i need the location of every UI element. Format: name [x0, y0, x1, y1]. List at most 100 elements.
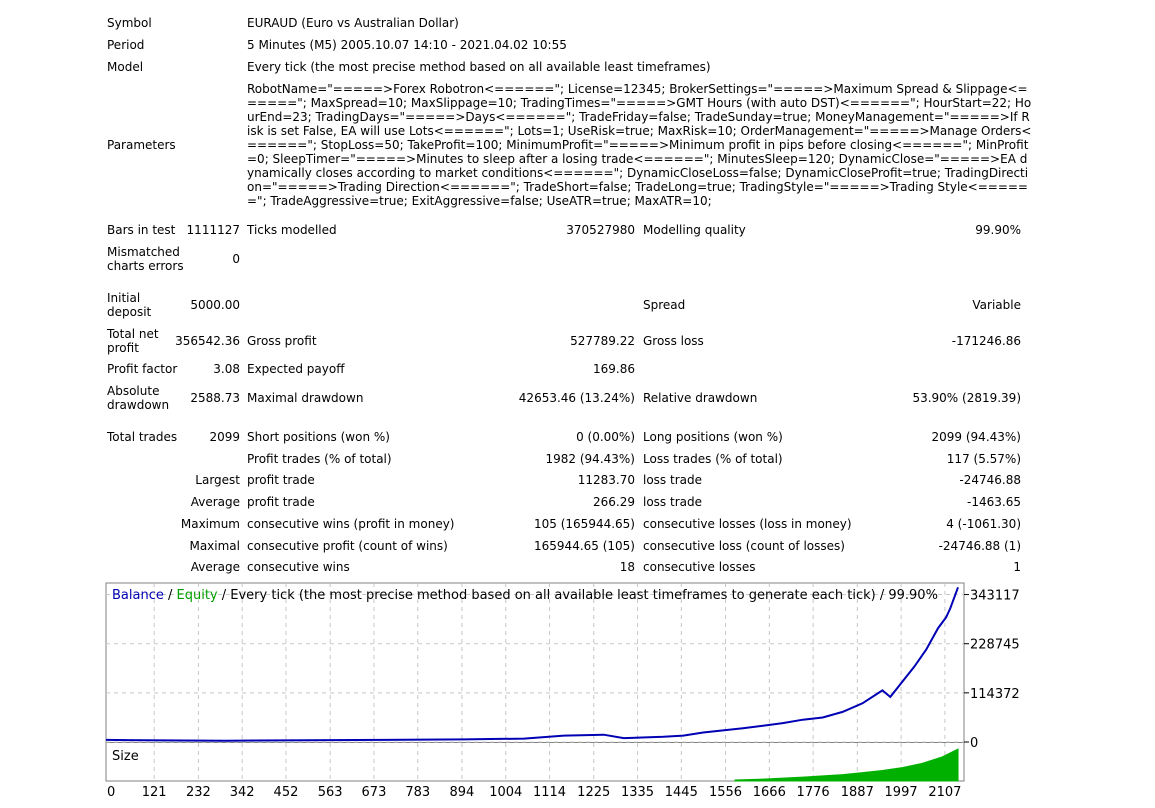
- max-consecutive-wins-label: consecutive wins (profit in money): [247, 517, 455, 531]
- size-series: [734, 748, 959, 782]
- chart-title-sep: /: [164, 588, 177, 603]
- maximal-drawdown-value: 42653.46 (13.24%): [518, 391, 635, 405]
- profit-trades-label: Profit trades (% of total): [247, 452, 392, 466]
- maximal-consecutive-profit-label: consecutive profit (count of wins): [247, 539, 448, 553]
- mismatch-label-2: charts errors: [107, 259, 184, 273]
- maximal-drawdown-label: Maximal drawdown: [247, 391, 364, 405]
- loss-trades-label: Loss trades (% of total): [643, 452, 783, 466]
- largest-label: Largest: [195, 473, 240, 487]
- average-consecutive-losses-label: consecutive losses: [643, 560, 756, 574]
- loss-trades-value: 117 (5.57%): [946, 452, 1021, 466]
- bars-value: 1111127: [186, 223, 240, 237]
- deposit-label-1: Initial: [107, 291, 141, 305]
- x-tick-label: 1004: [489, 785, 522, 800]
- profit-factor-label: Profit factor: [107, 362, 178, 376]
- x-tick-label: 452: [274, 785, 299, 800]
- total-trades-label: Total trades: [107, 430, 178, 444]
- spread-value: Variable: [972, 298, 1021, 312]
- gross-loss-value: -171246.86: [951, 334, 1021, 348]
- average-label: Average: [190, 495, 240, 509]
- model-value: Every tick (the most precise method base…: [247, 60, 711, 74]
- absolute-drawdown-value: 2588.73: [190, 391, 240, 405]
- x-tick-label: 1776: [797, 785, 830, 800]
- chart-title: Balance / Equity / Every tick (the most …: [112, 588, 938, 603]
- net-profit-value: 356542.36: [175, 334, 240, 348]
- bars-label: Bars in test: [107, 223, 176, 237]
- x-axis: 0 121 232 342 452 563 673 783 894 1004 1114 1225 133…: [107, 785, 961, 800]
- spread-label: Spread: [643, 298, 686, 312]
- average-loss-label: loss trade: [643, 495, 702, 509]
- x-tick-label: 673: [362, 785, 387, 800]
- x-tick-label: 1225: [577, 785, 610, 800]
- expected-payoff-label: Expected payoff: [247, 362, 345, 376]
- y-axis: 0 114372 228745 343117: [970, 589, 1020, 751]
- gross-profit-label: Gross profit: [247, 334, 317, 348]
- gross-loss-label: Gross loss: [643, 334, 704, 348]
- ticks-value: 370527980: [566, 223, 635, 237]
- maximal-label: Maximal: [189, 539, 240, 553]
- average-profit-value: 266.29: [593, 495, 635, 509]
- x-tick-label: 1997: [885, 785, 918, 800]
- maximal-consecutive-profit-value: 165944.65 (105): [534, 539, 635, 553]
- profit-factor-value: 3.08: [213, 362, 240, 376]
- period-label: Period: [107, 38, 145, 52]
- x-tick-label: 1887: [841, 785, 874, 800]
- x-tick-label: 0: [107, 785, 115, 800]
- chart-grid: [106, 583, 969, 781]
- net-profit-label-1: Total net: [107, 327, 159, 341]
- chart-frame: [105, 582, 965, 782]
- x-tick-label: 2107: [928, 785, 961, 800]
- absolute-drawdown-label-2: drawdown: [107, 398, 170, 412]
- short-positions-value: 0 (0.00%): [576, 430, 635, 444]
- maximal-consecutive-loss-label: consecutive loss (count of losses): [643, 539, 845, 553]
- y-tick-label: 0: [970, 736, 978, 751]
- x-tick-label: 121: [142, 785, 167, 800]
- average-consecutive-wins-label: consecutive wins: [247, 560, 350, 574]
- x-tick-label: 1445: [665, 785, 698, 800]
- largest-loss-value: -24746.88: [959, 473, 1021, 487]
- maximum-label: Maximum: [180, 517, 240, 531]
- largest-loss-label: loss trade: [643, 473, 702, 487]
- average-loss-value: -1463.65: [967, 495, 1021, 509]
- x-tick-label: 783: [405, 785, 430, 800]
- y-tick-label: 114372: [970, 687, 1020, 702]
- x-tick-label: 1335: [621, 785, 654, 800]
- chart-series: [105, 586, 959, 742]
- average-consecutive-wins-value: 18: [619, 560, 635, 574]
- long-positions-value: 2099 (94.43%): [931, 430, 1021, 444]
- y-tick-label: 228745: [970, 638, 1020, 653]
- x-tick-label: 563: [318, 785, 343, 800]
- average-consecutive-losses-value: 1: [1013, 560, 1021, 574]
- total-trades-value: 2099: [209, 430, 240, 444]
- largest-profit-value: 11283.70: [577, 473, 635, 487]
- deposit-value: 5000.00: [190, 298, 240, 312]
- maximal-consecutive-loss-value: -24746.88 (1): [938, 539, 1021, 553]
- mismatch-value: 0: [232, 252, 240, 266]
- relative-drawdown-value: 53.90% (2819.39): [912, 391, 1021, 405]
- quality-label: Modelling quality: [643, 223, 746, 237]
- chart-title-balance: Balance: [112, 588, 164, 603]
- relative-drawdown-label: Relative drawdown: [643, 391, 758, 405]
- x-tick-label: 342: [230, 785, 255, 800]
- short-positions-label: Short positions (won %): [247, 430, 390, 444]
- max-consecutive-losses-label: consecutive losses (loss in money): [643, 517, 852, 531]
- max-consecutive-wins-value: 105 (165944.65): [534, 517, 635, 531]
- balance-line: [105, 586, 959, 742]
- x-tick-label: 1666: [753, 785, 786, 800]
- max-consecutive-losses-value: 4 (-1061.30): [946, 517, 1021, 531]
- x-tick-label: 1556: [709, 785, 742, 800]
- chart-title-rest: / Every tick (the most precise method ba…: [218, 588, 938, 603]
- x-tick-label: 232: [186, 785, 211, 800]
- y-tick-label: 343117: [970, 589, 1020, 604]
- period-value: 5 Minutes (M5) 2005.10.07 14:10 - 2021.0…: [247, 38, 567, 52]
- quality-value: 99.90%: [975, 223, 1021, 237]
- absolute-drawdown-label-1: Absolute: [107, 384, 160, 398]
- x-tick-label: 894: [450, 785, 475, 800]
- chart-title-equity: Equity: [177, 588, 218, 603]
- expected-payoff-value: 169.86: [593, 362, 635, 376]
- parameters-label: Parameters: [107, 138, 176, 152]
- size-label: Size: [112, 749, 139, 764]
- model-label: Model: [107, 60, 144, 74]
- deposit-label-2: deposit: [107, 305, 152, 319]
